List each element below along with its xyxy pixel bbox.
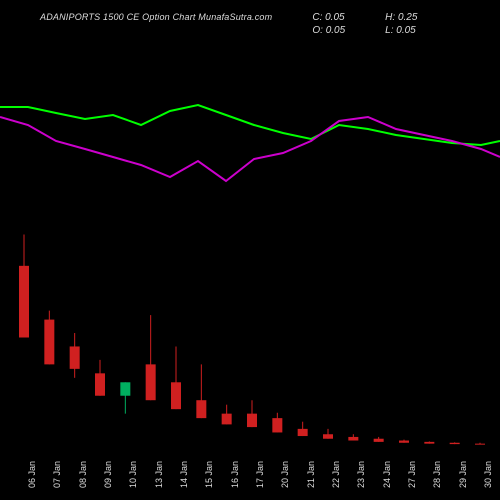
x-axis-label: 09 Jan [103, 461, 113, 488]
x-axis-label: 16 Jan [230, 461, 240, 488]
line-chart [0, 85, 500, 205]
candle-body [120, 382, 130, 395]
x-axis-label: 10 Jan [128, 461, 138, 488]
candle-body [222, 414, 232, 425]
candle-body [374, 439, 384, 442]
ohlc-col-2: H: 0.25 L: 0.05 [385, 12, 417, 36]
chart-title: ADANIPORTS 1500 CE Option Chart MunafaSu… [40, 12, 272, 36]
header-row: ADANIPORTS 1500 CE Option Chart MunafaSu… [0, 0, 500, 36]
candle-body [424, 442, 434, 444]
candle-body [146, 364, 156, 400]
x-axis-label: 28 Jan [432, 461, 442, 488]
x-axis-label: 20 Jan [280, 461, 290, 488]
x-axis-label: 06 Jan [27, 461, 37, 488]
x-axis-label: 30 Jan [483, 461, 493, 488]
x-axis-labels: 06 Jan 07 Jan 08 Jan 09 Jan 10 Jan 13 Jan 14 J… [0, 448, 500, 498]
x-axis-label: 22 Jan [331, 461, 341, 488]
candle-body [399, 441, 409, 443]
candle-body [450, 443, 460, 444]
ohlc-close: C: 0.05 [312, 12, 345, 23]
candle-body [298, 429, 308, 436]
x-axis-label: 24 Jan [382, 461, 392, 488]
line-series-series-a [0, 105, 500, 145]
candle-body [19, 266, 29, 338]
candle-body [348, 437, 358, 441]
candle-body [196, 400, 206, 418]
candle-body [323, 434, 333, 438]
x-axis-label: 27 Jan [407, 461, 417, 488]
ohlc-high-value: 0.25 [398, 12, 417, 23]
x-axis-label: 21 Jan [306, 461, 316, 488]
candle-body [475, 444, 485, 445]
ohlc-low: L: 0.05 [385, 25, 417, 36]
x-axis-label: 29 Jan [458, 461, 468, 488]
x-axis-label: 17 Jan [255, 461, 265, 488]
candle-body [247, 414, 257, 427]
candle-body [272, 418, 282, 432]
chart-container: ADANIPORTS 1500 CE Option Chart MunafaSu… [0, 0, 500, 500]
ohlc-open: O: 0.05 [312, 25, 345, 36]
x-axis-label: 13 Jan [154, 461, 164, 488]
candle-body [171, 382, 181, 409]
x-axis-label: 07 Jan [52, 461, 62, 488]
x-axis-label: 08 Jan [78, 461, 88, 488]
x-axis-label: 14 Jan [179, 461, 189, 488]
candle-body [44, 320, 54, 365]
ohlc-col-1: C: 0.05 O: 0.05 [312, 12, 345, 36]
ohlc-high: H: 0.25 [385, 12, 417, 23]
ohlc-low-value: 0.05 [396, 25, 415, 36]
x-axis-label: 23 Jan [356, 461, 366, 488]
line-series-series-b [0, 117, 500, 181]
candle-body [70, 346, 80, 368]
candle-chart [0, 230, 500, 445]
candle-body [95, 373, 105, 395]
ohlc-open-value: 0.05 [326, 25, 345, 36]
ohlc-close-value: 0.05 [325, 12, 344, 23]
x-axis-label: 15 Jan [204, 461, 214, 488]
